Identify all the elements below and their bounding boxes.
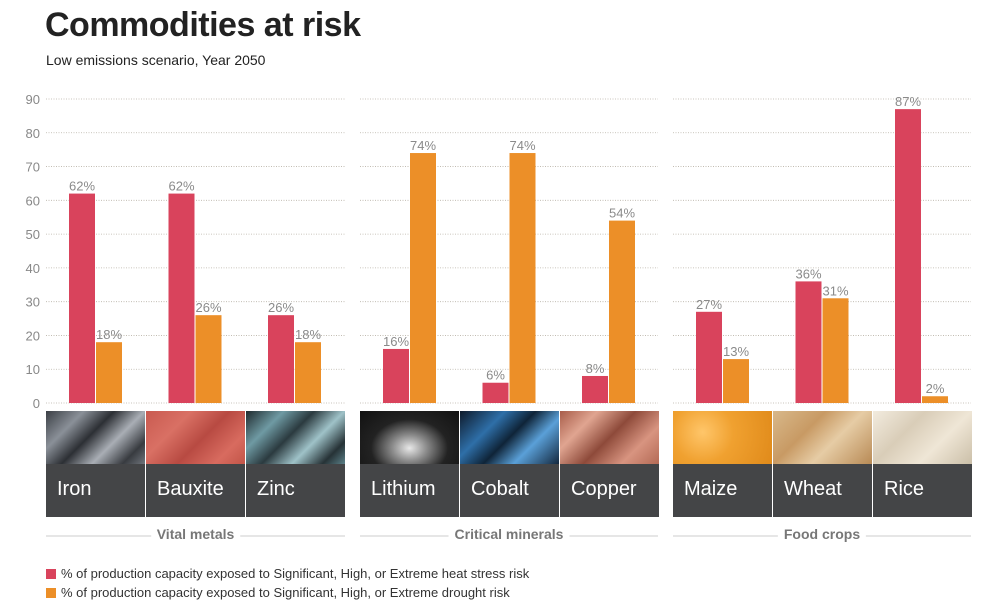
legend-label-drought: % of production capacity exposed to Sign… (61, 585, 510, 600)
bar-drought-lithium (410, 153, 436, 403)
commodity-label-box: Cobalt (460, 464, 559, 517)
commodity-tile-lithium: Lithium (360, 411, 459, 517)
legend-item-drought: % of production capacity exposed to Sign… (46, 583, 529, 602)
commodity-label-box: Maize (673, 464, 772, 517)
group-name: Critical minerals (448, 526, 570, 542)
commodity-image-zinc (246, 411, 345, 464)
commodity-label: Rice (884, 478, 925, 500)
commodity-label: Maize (684, 478, 738, 500)
bar-drought-rice (922, 396, 948, 403)
commodity-tile-zinc: Zinc (246, 411, 345, 517)
value-label-heat-bauxite: 62% (168, 179, 194, 194)
value-label-drought-lithium: 74% (410, 138, 436, 153)
chart-subtitle: Low emissions scenario, Year 2050 (46, 52, 266, 68)
commodity-image-rice (873, 411, 972, 464)
commodity-image-lithium (360, 411, 459, 464)
commodity-tile-iron: Iron (46, 411, 145, 517)
group-label-food-crops: Food crops (673, 526, 971, 546)
y-tick-label: 30 (26, 295, 40, 310)
bar-heat-lithium (383, 348, 409, 403)
commodity-tile-rice: Rice (873, 411, 972, 517)
commodity-tile-copper: Copper (560, 411, 659, 517)
y-tick-label: 60 (26, 193, 40, 208)
value-label-heat-wheat: 36% (795, 266, 821, 281)
commodity-tile-wheat: Wheat (773, 411, 872, 517)
commodity-label-box: Bauxite (146, 464, 245, 517)
commodity-tile-maize: Maize (673, 411, 772, 517)
commodity-image-cobalt (460, 411, 559, 464)
legend-swatch-drought (46, 587, 56, 598)
value-label-drought-rice: 2% (926, 381, 945, 396)
commodity-label: Zinc (257, 478, 295, 500)
value-label-heat-zinc: 26% (268, 300, 294, 315)
legend-swatch-heat (46, 568, 56, 579)
value-label-drought-wheat: 31% (822, 283, 848, 298)
value-label-heat-copper: 8% (586, 361, 605, 376)
y-tick-label: 40 (26, 261, 40, 276)
value-label-heat-maize: 27% (696, 297, 722, 312)
commodity-label: Copper (571, 478, 637, 500)
bar-heat-cobalt (482, 382, 509, 403)
commodity-image-bauxite (146, 411, 245, 464)
group-label-vital-metals: Vital metals (46, 526, 345, 546)
commodity-image-wheat (773, 411, 872, 464)
commodity-label-box: Zinc (246, 464, 345, 517)
bar-drought-iron (96, 342, 122, 403)
y-tick-label: 20 (26, 328, 40, 343)
y-tick-label: 10 (26, 362, 40, 377)
bar-heat-maize (696, 311, 722, 403)
value-label-drought-copper: 54% (609, 206, 635, 221)
bar-heat-zinc (268, 315, 294, 403)
commodity-tile-cobalt: Cobalt (460, 411, 559, 517)
bar-drought-wheat (822, 298, 849, 403)
bar-heat-rice (895, 109, 921, 403)
commodity-label: Iron (57, 478, 92, 500)
group-name: Vital metals (150, 526, 241, 542)
value-label-heat-cobalt: 6% (486, 368, 505, 383)
y-tick-label: 0 (33, 396, 40, 410)
value-label-drought-iron: 18% (96, 327, 122, 342)
commodity-label-box: Lithium (360, 464, 459, 517)
legend: % of production capacity exposed to Sign… (46, 564, 529, 602)
commodity-label: Lithium (371, 478, 436, 500)
legend-item-heat: % of production capacity exposed to Sign… (46, 564, 529, 583)
bar-drought-copper (609, 220, 635, 403)
value-label-heat-rice: 87% (895, 94, 921, 109)
bar-drought-zinc (295, 342, 321, 403)
value-label-drought-bauxite: 26% (195, 300, 221, 315)
legend-label-heat: % of production capacity exposed to Sign… (61, 566, 530, 581)
bar-drought-maize (723, 359, 749, 403)
commodity-tile-bauxite: Bauxite (146, 411, 245, 517)
y-tick-label: 70 (26, 160, 40, 175)
y-tick-label: 50 (26, 227, 40, 242)
value-label-heat-lithium: 16% (383, 334, 409, 349)
chart-title: Commodities at risk (45, 6, 361, 44)
commodity-label: Cobalt (471, 478, 529, 500)
y-tick-label: 90 (26, 92, 40, 107)
commodity-label-box: Iron (46, 464, 145, 517)
commodity-label-box: Copper (560, 464, 659, 517)
value-label-heat-iron: 62% (69, 179, 95, 194)
commodity-label-box: Wheat (773, 464, 872, 517)
commodity-image-maize (673, 411, 772, 464)
group-name: Food crops (777, 526, 867, 542)
commodity-label: Wheat (784, 478, 842, 500)
commodity-image-iron (46, 411, 145, 464)
bar-heat-wheat (795, 281, 822, 403)
y-tick-label: 80 (26, 126, 40, 141)
commodity-image-copper (560, 411, 659, 464)
bar-heat-copper (582, 375, 608, 403)
bar-heat-bauxite (168, 193, 195, 403)
commodity-label: Bauxite (157, 478, 224, 500)
bar-drought-cobalt (509, 153, 536, 403)
bar-heat-iron (69, 193, 95, 403)
value-label-drought-zinc: 18% (295, 327, 321, 342)
commodity-label-box: Rice (873, 464, 972, 517)
value-label-drought-cobalt: 74% (509, 138, 535, 153)
value-label-drought-maize: 13% (723, 344, 749, 359)
group-label-critical-minerals: Critical minerals (360, 526, 658, 546)
bar-drought-bauxite (195, 315, 222, 403)
